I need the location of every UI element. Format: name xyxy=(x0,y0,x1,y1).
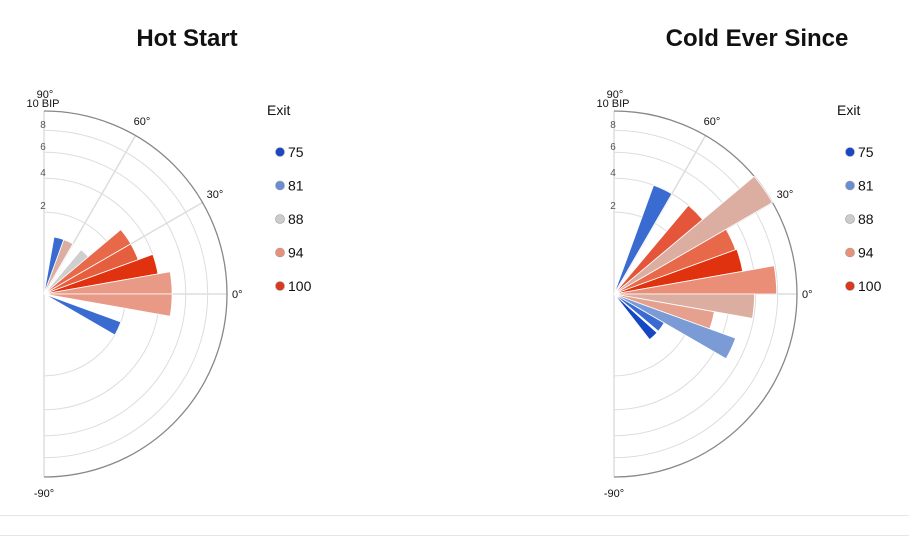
angle-label: -90° xyxy=(34,488,54,500)
legend-label: 81 xyxy=(288,178,304,194)
legend-swatch xyxy=(275,147,285,157)
legend-label: 88 xyxy=(858,211,874,227)
angle-label: 0° xyxy=(232,289,243,301)
bar-wedge xyxy=(613,184,673,295)
angle-label: 90° xyxy=(37,89,54,101)
chart-title: Hot Start xyxy=(136,25,237,52)
legend-swatch xyxy=(275,281,285,291)
legend-swatch xyxy=(845,281,855,291)
legend-swatch xyxy=(275,214,285,224)
radial-tick-label: 2 xyxy=(610,201,616,212)
outer-arc xyxy=(43,110,228,478)
radial-max-label: 10 BIP xyxy=(26,98,59,110)
radial-tick-label: 4 xyxy=(610,168,616,179)
bar-wedge xyxy=(613,175,774,295)
bar-wedge xyxy=(613,265,778,295)
bar-wedge xyxy=(613,293,658,341)
legend-swatch xyxy=(845,147,855,157)
radial-tick-label: 2 xyxy=(40,201,46,212)
legend-swatch xyxy=(845,247,855,258)
legend-label: 75 xyxy=(288,144,304,160)
divider-top xyxy=(0,515,909,516)
legend-swatch xyxy=(845,214,855,224)
legend-swatch xyxy=(845,180,855,191)
legend-label: 88 xyxy=(288,211,304,227)
bar-wedge xyxy=(613,293,737,360)
angle-label: 90° xyxy=(607,89,624,101)
bar-wedge xyxy=(43,293,173,317)
bar-wedge xyxy=(43,293,122,336)
angle-label: 60° xyxy=(704,116,721,128)
radial-tick-label: 4 xyxy=(40,168,46,179)
outer-arc xyxy=(613,110,798,478)
bar-wedge xyxy=(43,239,74,295)
angle-label: 60° xyxy=(134,116,151,128)
radial-tick-label: 6 xyxy=(40,142,46,153)
angle-label: 30° xyxy=(207,189,224,201)
angle-label: 0° xyxy=(802,289,813,301)
bar-wedge xyxy=(613,293,665,332)
legend-label: 100 xyxy=(858,278,882,294)
radial-tick-label: 8 xyxy=(610,120,616,131)
legend-label: 81 xyxy=(858,178,874,194)
chart-title: Cold Ever Since xyxy=(666,25,849,52)
radial-tick-label: 6 xyxy=(610,142,616,153)
legend-swatch xyxy=(275,180,285,191)
legend-label: 100 xyxy=(288,278,312,294)
legend-label: 94 xyxy=(858,245,874,261)
legend-title: Exit xyxy=(267,102,290,118)
angle-label: -90° xyxy=(604,488,624,500)
radial-tick-label: 8 xyxy=(40,120,46,131)
legend-label: 75 xyxy=(858,144,874,160)
legend-swatch xyxy=(275,247,285,258)
angle-label: 30° xyxy=(777,189,794,201)
legend-title: Exit xyxy=(837,102,860,118)
divider-bottom xyxy=(0,535,909,536)
legend-label: 94 xyxy=(288,245,304,261)
radial-max-label: 10 BIP xyxy=(596,98,629,110)
